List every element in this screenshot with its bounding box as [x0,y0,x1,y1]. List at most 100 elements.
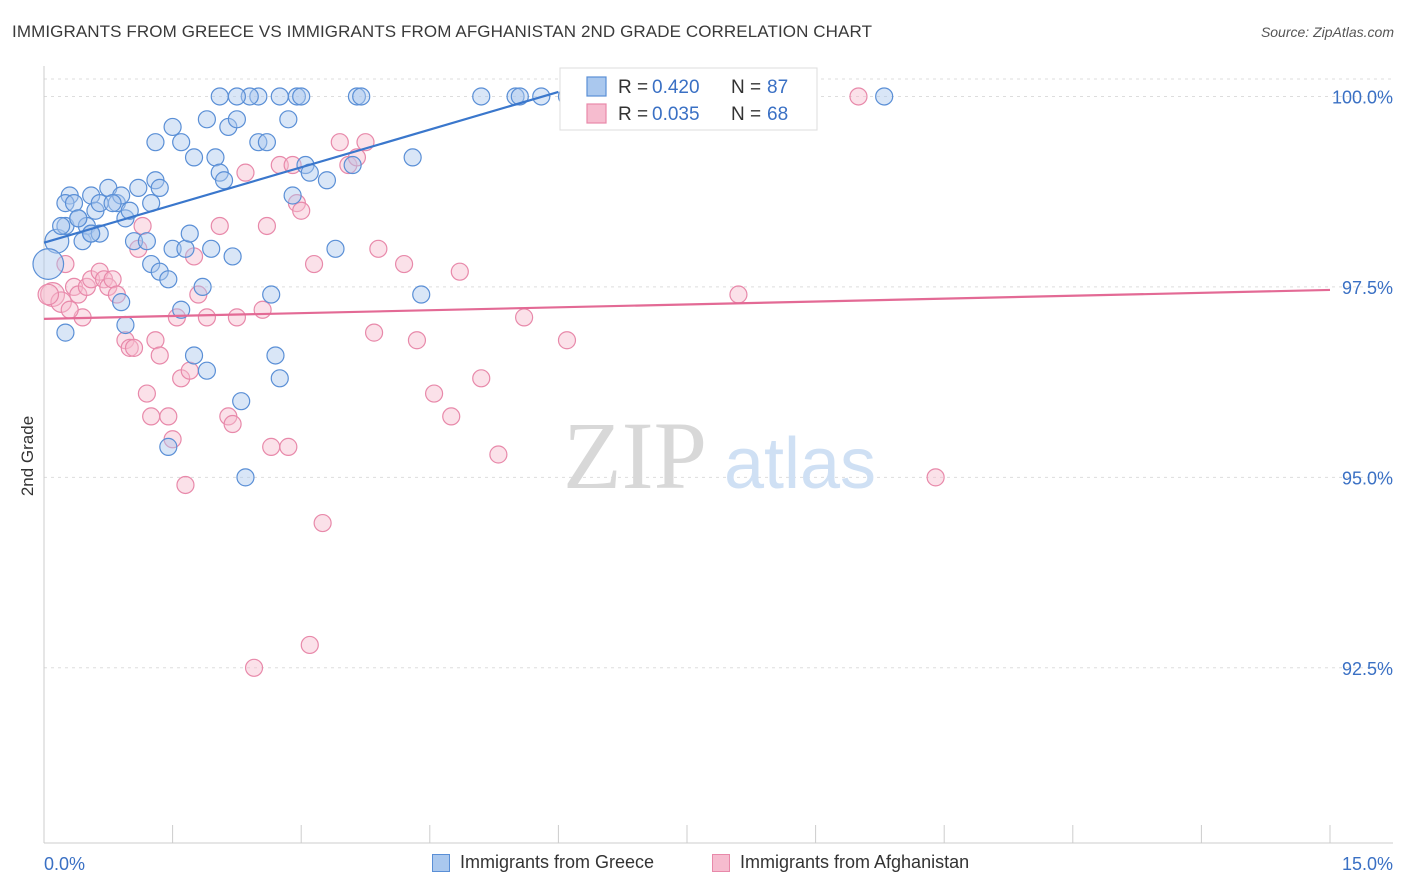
afghanistan-point[interactable] [197,308,216,327]
greece-point[interactable] [176,239,195,258]
greece-point[interactable] [266,346,285,365]
afghanistan-point[interactable] [262,437,281,456]
afghanistan-point[interactable] [244,658,264,677]
afghanistan-point[interactable] [304,254,324,274]
afghanistan-point[interactable] [257,216,277,236]
greece-point[interactable] [343,155,362,175]
afghanistan-point[interactable] [442,407,461,426]
greece-point[interactable] [403,148,422,167]
afghanistan-point[interactable] [60,300,79,319]
greece-point[interactable] [262,285,281,304]
greece-point[interactable] [472,87,491,106]
afghanistan-point[interactable] [40,282,66,308]
greece-point[interactable] [137,232,156,251]
afghanistan-point[interactable] [450,262,469,281]
greece-point[interactable] [210,87,229,106]
afghanistan-point[interactable] [279,437,298,456]
greece-point[interactable] [172,133,191,152]
afghanistan-point[interactable] [253,300,272,319]
greece-point[interactable] [184,148,204,167]
greece-point[interactable] [236,468,255,487]
greece-point[interactable] [223,247,242,266]
greece-point[interactable] [206,148,225,167]
afghanistan-point[interactable] [407,331,427,350]
afghanistan-point[interactable] [424,384,444,403]
greece-point[interactable] [292,87,311,106]
greece-point[interactable] [257,133,277,152]
afghanistan-point[interactable] [489,445,508,464]
greece-point[interactable] [227,87,246,106]
greece-point[interactable] [240,87,259,106]
greece-point[interactable] [103,194,122,213]
afghanistan-point[interactable] [124,338,144,357]
greece-point[interactable] [202,239,221,258]
greece-point[interactable] [214,171,234,190]
afghanistan-point[interactable] [330,133,349,152]
afghanistan-point[interactable] [236,163,255,182]
greece-point[interactable] [227,110,246,129]
greece-point[interactable] [163,239,182,258]
greece-point[interactable] [150,178,169,197]
greece-point[interactable] [279,110,298,129]
afghanistan-point[interactable] [515,308,534,327]
legend-item-greece[interactable]: Immigrants from Greece [432,852,654,873]
afghanistan-point[interactable] [137,384,156,403]
greece-point[interactable] [56,323,75,342]
greece-point[interactable] [52,216,71,236]
greece-point[interactable] [197,110,216,129]
greece-point[interactable] [283,186,302,205]
afghanistan-point[interactable] [394,254,414,274]
greece-point[interactable] [352,87,371,106]
greece-point[interactable] [270,369,289,388]
afghanistan-point[interactable] [364,323,384,342]
afghanistan-point[interactable] [37,283,60,306]
afghanistan-point[interactable] [300,635,319,655]
greece-point[interactable] [347,87,367,106]
greece-point[interactable] [875,87,894,106]
greece-point[interactable] [116,315,135,335]
greece-point[interactable] [32,248,65,280]
greece-point[interactable] [172,300,191,319]
afghanistan-point[interactable] [729,285,748,304]
greece-point[interactable] [193,277,212,297]
afghanistan-point[interactable] [103,270,122,289]
afghanistan-point[interactable] [369,239,388,258]
afghanistan-point[interactable] [133,216,152,236]
greece-point[interactable] [510,87,529,106]
afghanistan-point[interactable] [926,468,945,487]
greece-point[interactable] [184,346,204,365]
afghanistan-point[interactable] [313,513,332,533]
greece-point[interactable] [146,133,165,152]
afghanistan-point[interactable] [292,201,311,220]
afghanistan-point[interactable] [159,407,178,426]
legend-item-afghanistan[interactable]: Immigrants from Afghanistan [712,852,969,873]
afghanistan-point[interactable] [472,369,491,388]
greece-point[interactable] [112,293,131,312]
afghanistan-point[interactable] [223,414,242,434]
afghanistan-point[interactable] [56,254,75,274]
afghanistan-point[interactable] [176,475,195,495]
greece-point[interactable] [197,361,216,380]
greece-point[interactable] [64,194,84,213]
greece-point[interactable] [124,232,144,251]
afghanistan-point[interactable] [150,346,169,365]
greece-point[interactable] [120,201,139,220]
afghanistan-point[interactable] [120,338,139,357]
afghanistan-point[interactable] [142,407,161,426]
greece-point[interactable] [180,224,199,243]
greece-point[interactable] [44,228,70,254]
afghanistan-point[interactable] [180,361,199,380]
afghanistan-point[interactable] [849,87,868,106]
greece-point[interactable] [270,87,289,106]
greece-point[interactable] [159,437,178,456]
greece-point[interactable] [69,209,88,228]
greece-point[interactable] [326,239,345,258]
afghanistan-point[interactable] [146,331,165,350]
afghanistan-point[interactable] [227,308,246,327]
afghanistan-point[interactable] [210,216,229,236]
greece-point[interactable] [317,171,337,190]
greece-point[interactable] [412,285,431,304]
greece-point[interactable] [232,392,251,411]
afghanistan-point[interactable] [557,331,577,350]
greece-point[interactable] [129,178,148,197]
